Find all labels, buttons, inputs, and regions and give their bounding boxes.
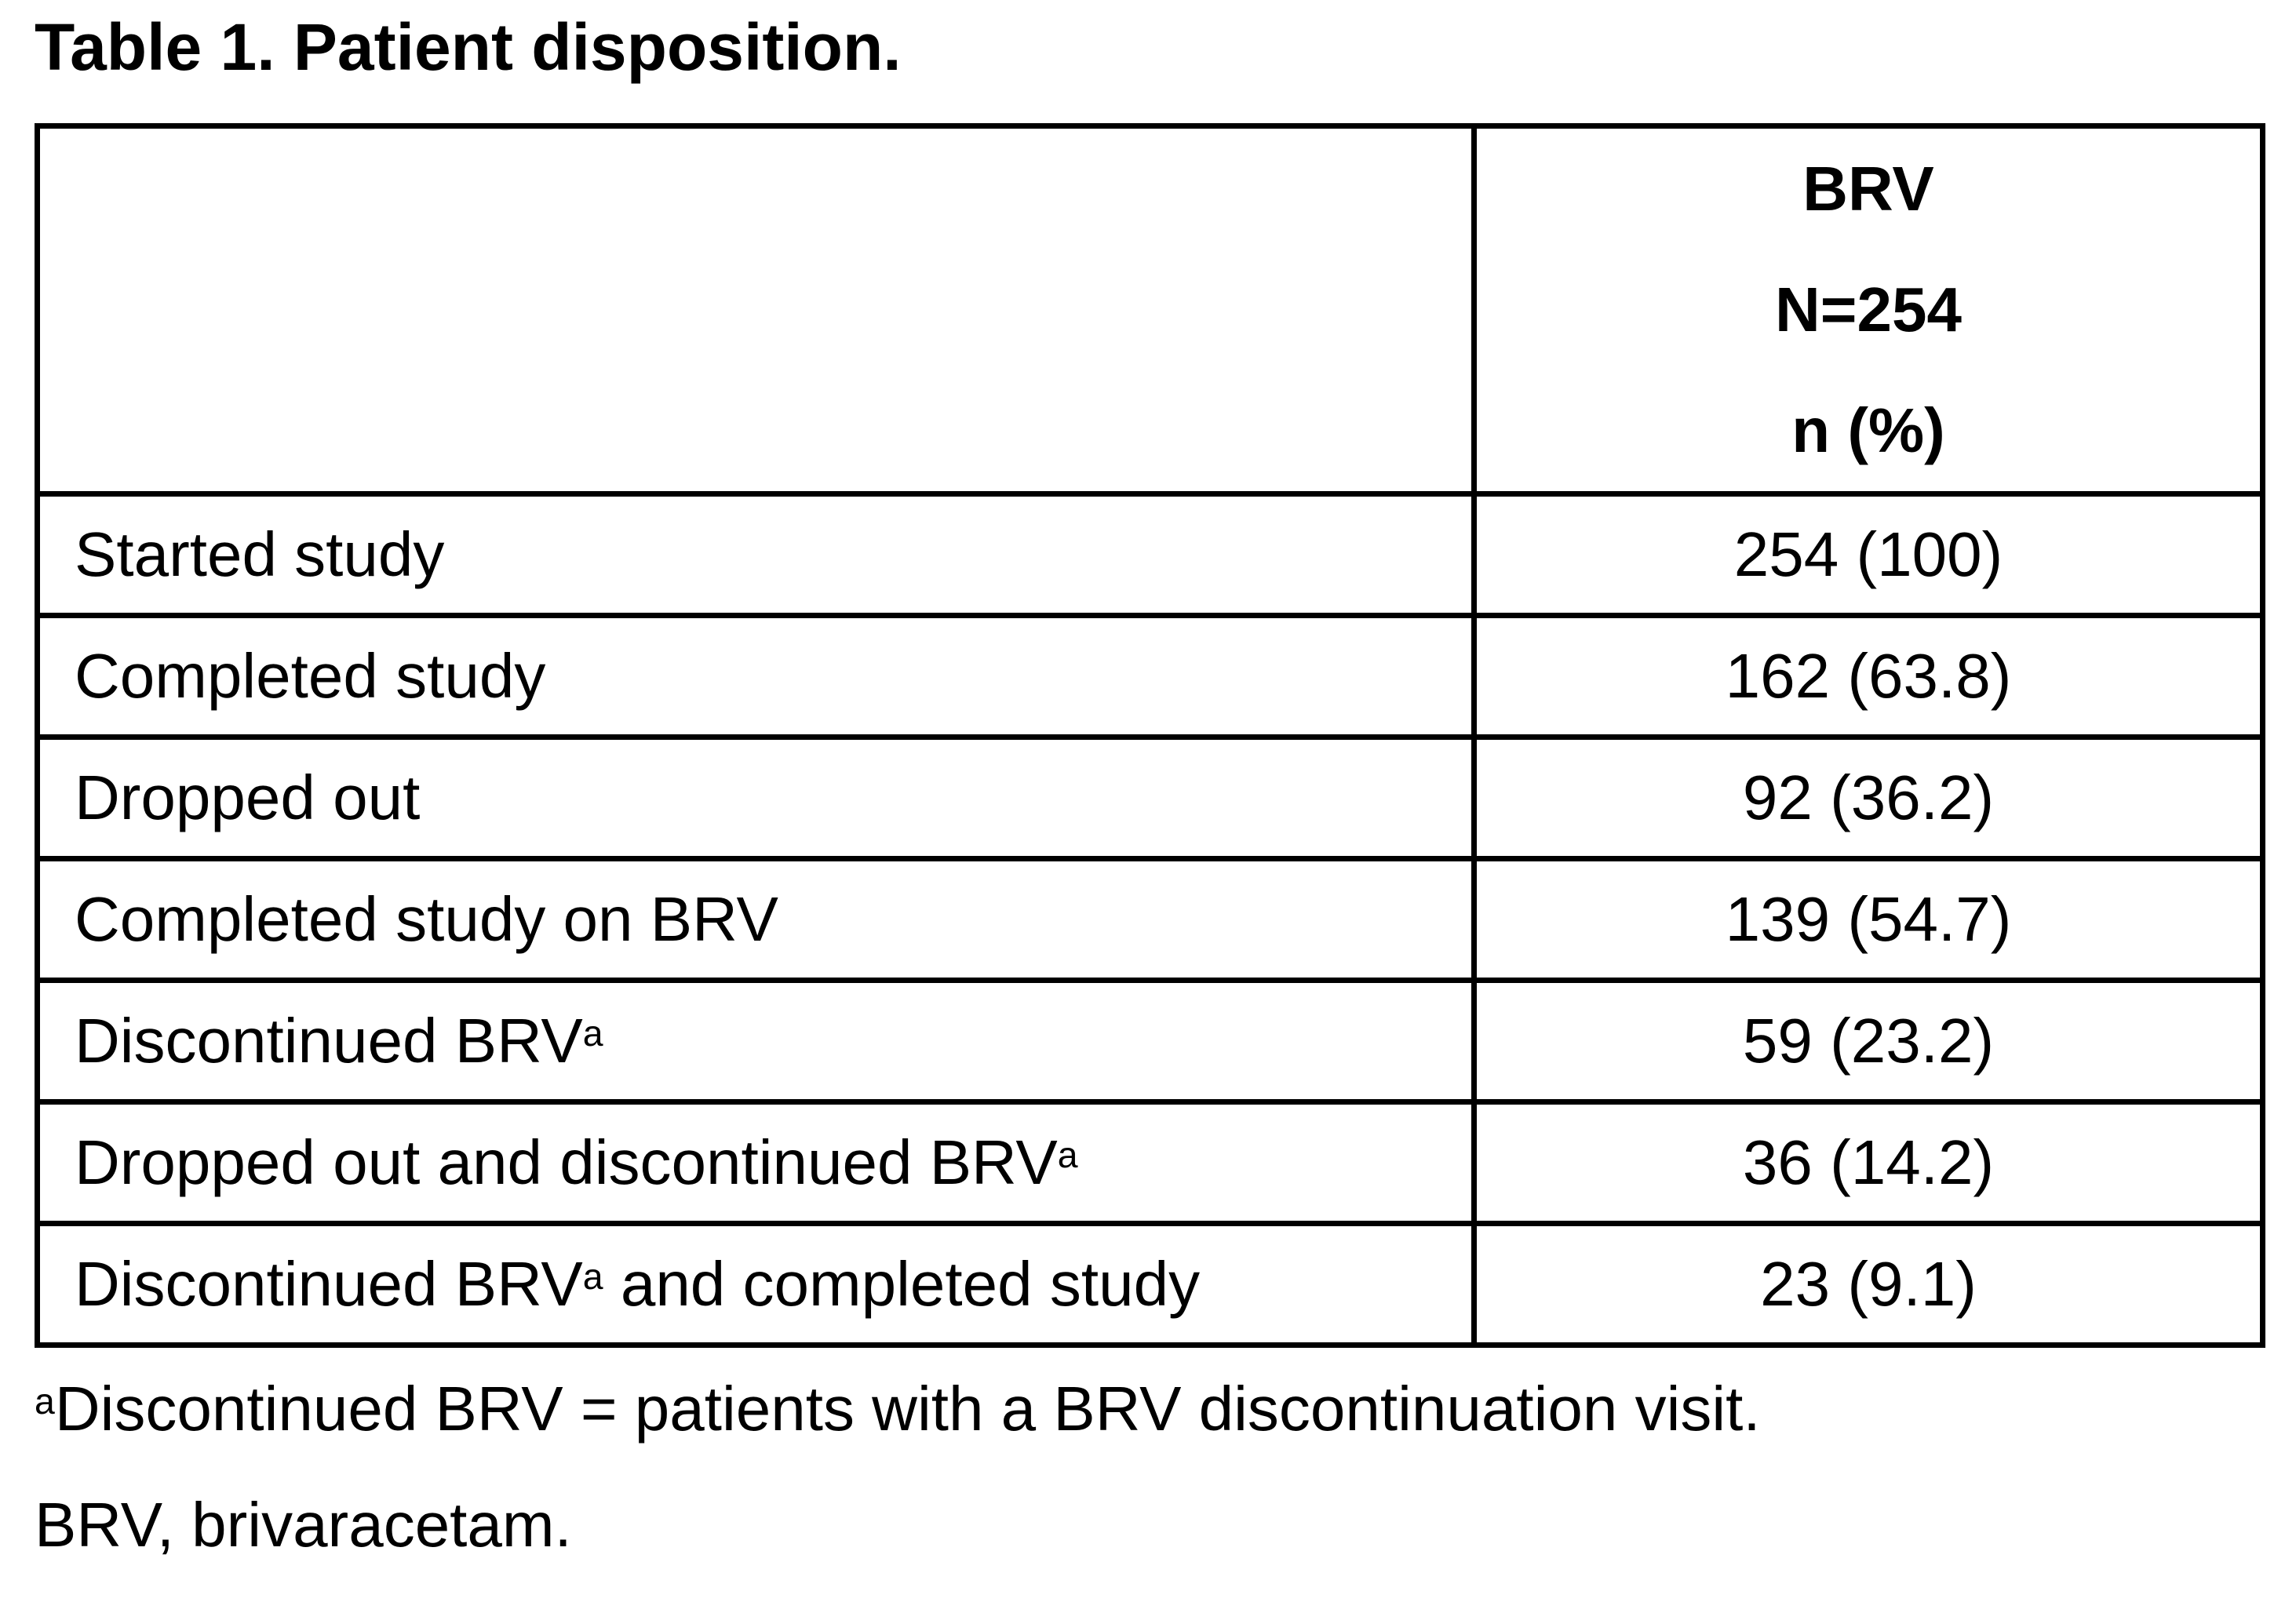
header-value-cell: BRV N=254 n (%) <box>1471 122 2265 497</box>
table-row: Dropped out and discontinued BRVa 36 (14… <box>35 1098 2265 1226</box>
row-label-suffix: and completed study <box>603 1248 1201 1319</box>
footnotes: aDiscontinued BRV = patients with a BRV … <box>35 1362 2261 1572</box>
table-row: Dropped out 92 (36.2) <box>35 734 2265 861</box>
footnote-a: aDiscontinued BRV = patients with a BRV … <box>35 1362 2261 1456</box>
row-value: 254 (100) <box>1733 519 2003 589</box>
header-row: BRV N=254 n (%) <box>35 122 2265 497</box>
row-label-cell: Completed study on BRV <box>35 855 1477 983</box>
row-label: Dropped out <box>75 762 421 832</box>
row-value: 23 (9.1) <box>1760 1248 1977 1319</box>
row-value-cell: 162 (63.8) <box>1471 612 2265 740</box>
footnote-abbreviation-text: BRV, brivaracetam. <box>35 1489 572 1560</box>
row-label-superscript: a <box>582 1255 603 1297</box>
table-row: Completed study on BRV 139 (54.7) <box>35 855 2265 983</box>
row-label: Started study <box>75 519 445 589</box>
row-value: 36 (14.2) <box>1742 1127 1995 1197</box>
row-value-cell: 59 (23.2) <box>1471 977 2265 1105</box>
table-row: Completed study 162 (63.8) <box>35 612 2265 740</box>
row-value: 59 (23.2) <box>1742 1005 1995 1076</box>
header-group-label: BRV <box>1802 153 1934 224</box>
row-label-cell: Discontinued BRVa <box>35 977 1477 1105</box>
row-value: 139 (54.7) <box>1725 883 2012 954</box>
table-header: BRV N=254 n (%) <box>35 122 2265 497</box>
header-unit-label: n (%) <box>1791 395 1945 465</box>
row-value: 92 (36.2) <box>1742 762 1995 832</box>
footnote-a-marker: a <box>35 1380 55 1422</box>
row-label: Discontinued BRV <box>75 1248 583 1319</box>
table-row: Discontinued BRVa and completed study 23… <box>35 1220 2265 1348</box>
row-label-cell: Dropped out <box>35 734 1477 861</box>
table-row: Discontinued BRVa 59 (23.2) <box>35 977 2265 1105</box>
footnote-a-text: Discontinued BRV = patients with a BRV d… <box>54 1373 1761 1444</box>
table-title: Table 1. Patient disposition. <box>35 10 902 84</box>
table-body: Started study 254 (100) Completed study … <box>35 490 2265 1348</box>
header-n-total: N=254 <box>1775 274 1962 344</box>
row-value-cell: 139 (54.7) <box>1471 855 2265 983</box>
row-value-cell: 36 (14.2) <box>1471 1098 2265 1226</box>
footnote-abbreviation: BRV, brivaracetam. <box>35 1478 2261 1572</box>
row-label-cell: Dropped out and discontinued BRVa <box>35 1098 1477 1226</box>
table-row: Started study 254 (100) <box>35 490 2265 618</box>
row-label: Completed study <box>75 640 546 711</box>
row-label: Completed study on BRV <box>75 883 778 954</box>
row-label: Discontinued BRV <box>75 1005 583 1076</box>
row-label-cell: Started study <box>35 490 1477 618</box>
row-value-cell: 23 (9.1) <box>1471 1220 2265 1348</box>
row-label-superscript: a <box>1057 1134 1078 1175</box>
row-value-cell: 254 (100) <box>1471 490 2265 618</box>
row-value-cell: 92 (36.2) <box>1471 734 2265 861</box>
header-empty-cell <box>35 122 1477 497</box>
row-label-cell: Discontinued BRVa and completed study <box>35 1220 1477 1348</box>
row-label: Dropped out and discontinued BRV <box>75 1127 1058 1197</box>
row-label-superscript: a <box>582 1012 603 1054</box>
row-value: 162 (63.8) <box>1725 640 2012 711</box>
patient-disposition-table: BRV N=254 n (%) Started study 254 (100) … <box>35 122 2265 1348</box>
row-label-cell: Completed study <box>35 612 1477 740</box>
